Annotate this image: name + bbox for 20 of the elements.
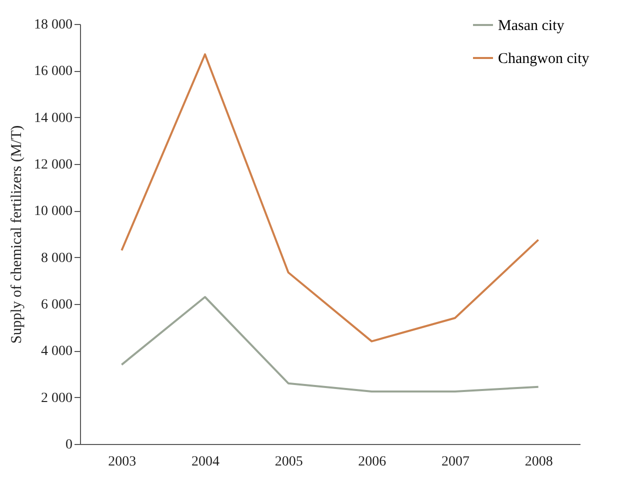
y-tick-label: 10 000: [34, 204, 72, 220]
y-axis-title: Supply of chemical fertilizers (M/T): [9, 125, 25, 344]
x-tick-label: 2003: [108, 454, 136, 470]
y-tick-label: 14 000: [34, 110, 72, 126]
y-tick-label: 6 000: [41, 298, 72, 312]
legend-label: Masan city: [498, 18, 565, 34]
legend-label: Changwon city: [498, 51, 590, 67]
x-tick-label: 2004: [192, 454, 220, 470]
y-tick-label: 4 000: [41, 344, 72, 360]
y-tick-label: 2 000: [41, 390, 72, 406]
y-tick-label: 12 000: [34, 158, 72, 172]
y-tick-label: 8 000: [41, 250, 72, 266]
y-tick-label: 18 000: [34, 18, 72, 32]
y-tick-label: 16 000: [34, 64, 72, 80]
x-tick-label: 2007: [442, 454, 470, 470]
x-tick-label: 2005: [274, 454, 303, 470]
x-tick-label: 2008: [524, 454, 553, 470]
y-tick-label: 0: [66, 438, 72, 452]
line-series: [120, 296, 540, 392]
x-tick-label: 2006: [358, 454, 386, 470]
